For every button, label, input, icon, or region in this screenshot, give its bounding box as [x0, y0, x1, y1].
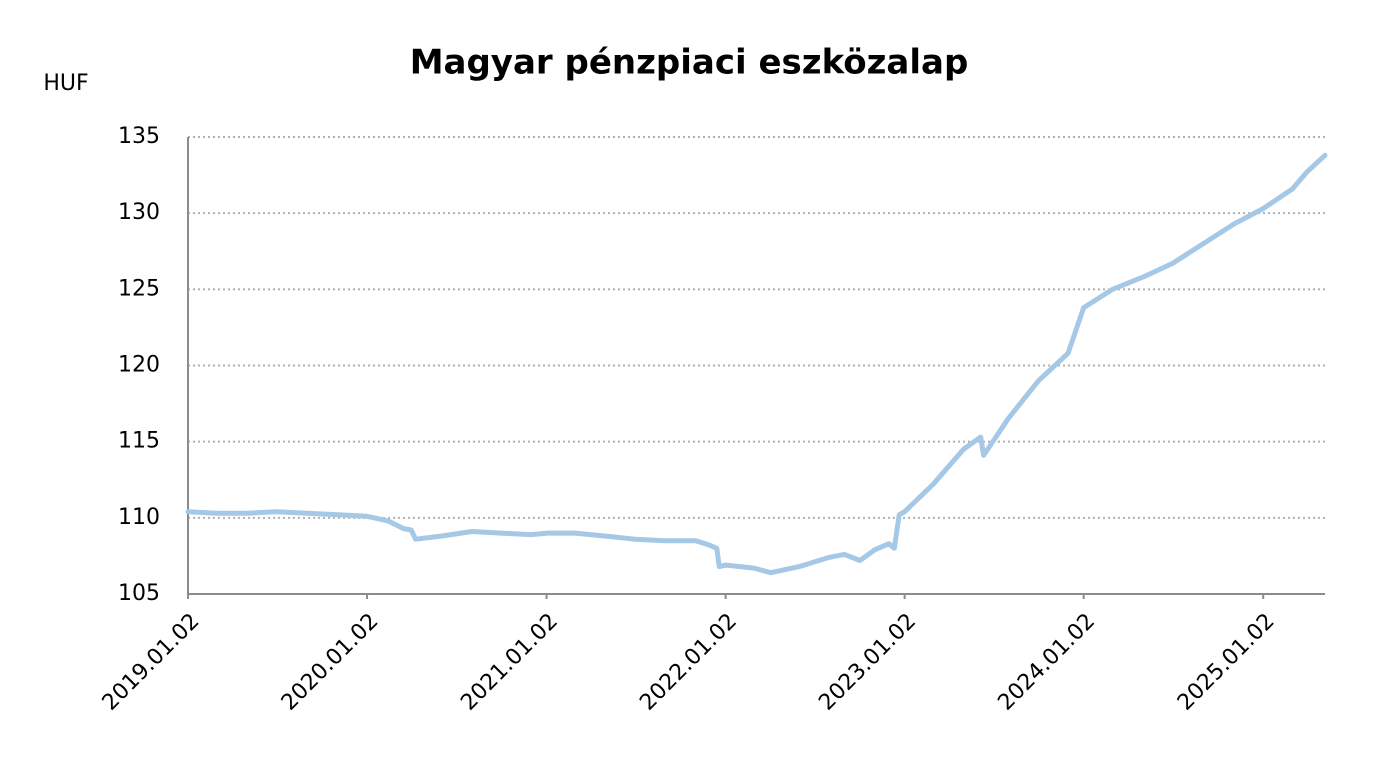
y-tick-label: 130	[118, 200, 160, 225]
y-tick-label: 135	[118, 124, 160, 149]
y-tick-label: 120	[118, 353, 160, 378]
x-tick-label: 2025.01.02	[1173, 609, 1280, 716]
chart-title: Magyar pénzpiaci eszközalap	[410, 43, 969, 83]
y-axis-label: HUF	[43, 71, 88, 96]
y-tick-label: 115	[118, 429, 160, 454]
y-tick-label: 125	[118, 276, 160, 301]
x-tick-label: 2021.01.02	[456, 609, 563, 716]
line	[185, 152, 1328, 576]
x-tick-label: 2019.01.02	[98, 609, 205, 716]
x-tick-label: 2020.01.02	[277, 609, 384, 716]
y-tick-label: 110	[118, 505, 160, 530]
y-tick-label: 105	[118, 581, 160, 606]
x-tick-label: 2022.01.02	[635, 609, 742, 716]
x-tick-label: 2024.01.02	[993, 609, 1100, 716]
x-tick-label: 2023.01.02	[814, 609, 921, 716]
